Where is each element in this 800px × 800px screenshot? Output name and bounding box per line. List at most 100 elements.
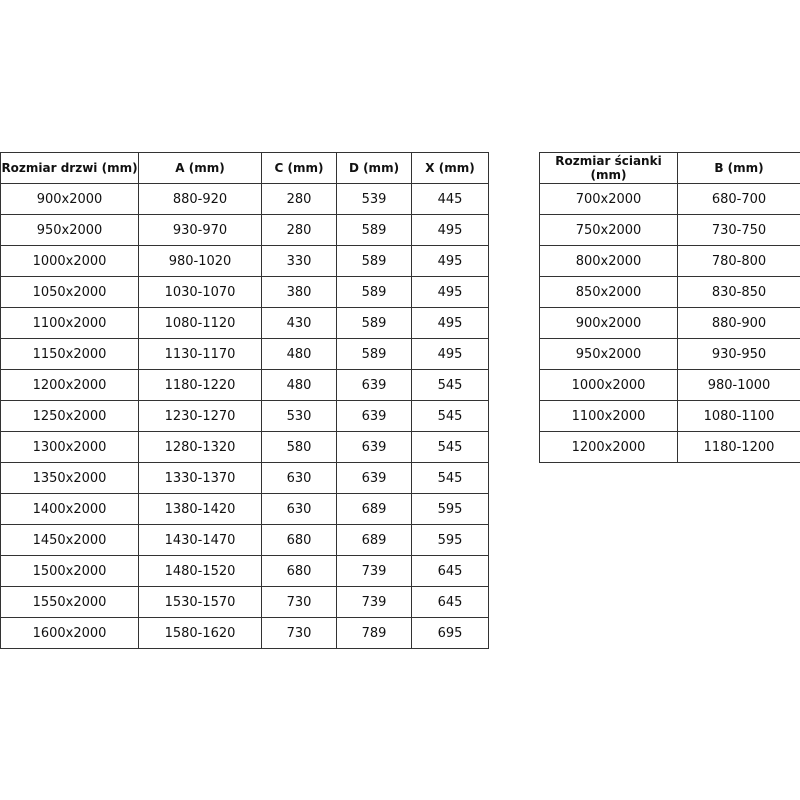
table-cell: 639 bbox=[336, 400, 412, 432]
table-cell: 1100x2000 bbox=[539, 400, 678, 432]
table-cell: 480 bbox=[261, 338, 337, 370]
table-cell: 545 bbox=[411, 431, 489, 463]
table-cell: 830-850 bbox=[677, 276, 800, 308]
table-cell: 589 bbox=[336, 307, 412, 339]
column-header: B (mm) bbox=[677, 152, 800, 184]
table-cell: 950x2000 bbox=[539, 338, 678, 370]
column-header: C (mm) bbox=[261, 152, 337, 184]
table-cell: 1550x2000 bbox=[0, 586, 139, 618]
table-row: 1500x2000 1480-1520 680 739 645 bbox=[0, 555, 489, 587]
table-cell: 495 bbox=[411, 338, 489, 370]
table-row: 850x2000 830-850 bbox=[539, 276, 800, 308]
table-cell: 1480-1520 bbox=[138, 555, 262, 587]
table-cell: 695 bbox=[411, 617, 489, 649]
table-cell: 750x2000 bbox=[539, 214, 678, 246]
table-cell: 1450x2000 bbox=[0, 524, 139, 556]
table-cell: 639 bbox=[336, 431, 412, 463]
table-cell: 1350x2000 bbox=[0, 462, 139, 494]
table-row: 1350x2000 1330-1370 630 639 545 bbox=[0, 462, 489, 494]
table-cell: 1100x2000 bbox=[0, 307, 139, 339]
table-cell: 1500x2000 bbox=[0, 555, 139, 587]
table-cell: 1280-1320 bbox=[138, 431, 262, 463]
table-row: 1000x2000 980-1020 330 589 495 bbox=[0, 245, 489, 277]
table-cell: 850x2000 bbox=[539, 276, 678, 308]
table-cell: 280 bbox=[261, 214, 337, 246]
table-cell: 1530-1570 bbox=[138, 586, 262, 618]
table-cell: 630 bbox=[261, 462, 337, 494]
table-cell: 1600x2000 bbox=[0, 617, 139, 649]
table-cell: 900x2000 bbox=[0, 183, 139, 215]
table-row: 900x2000 880-900 bbox=[539, 307, 800, 339]
column-header: Rozmiar ścianki (mm) bbox=[539, 152, 678, 184]
table-cell: 1400x2000 bbox=[0, 493, 139, 525]
table-cell: 950x2000 bbox=[0, 214, 139, 246]
table-cell: 495 bbox=[411, 276, 489, 308]
table-cell: 789 bbox=[336, 617, 412, 649]
table-cell: 880-900 bbox=[677, 307, 800, 339]
table-cell: 639 bbox=[336, 369, 412, 401]
table-cell: 280 bbox=[261, 183, 337, 215]
table-cell: 680 bbox=[261, 524, 337, 556]
table-cell: 730 bbox=[261, 617, 337, 649]
table-cell: 545 bbox=[411, 462, 489, 494]
table-row: 950x2000 930-970 280 589 495 bbox=[0, 214, 489, 246]
table-row: 1450x2000 1430-1470 680 689 595 bbox=[0, 524, 489, 556]
table-row: 1100x2000 1080-1120 430 589 495 bbox=[0, 307, 489, 339]
table-cell: 800x2000 bbox=[539, 245, 678, 277]
table-cell: 689 bbox=[336, 493, 412, 525]
table-cell: 595 bbox=[411, 493, 489, 525]
table-row: 800x2000 780-800 bbox=[539, 245, 800, 277]
table-cell: 495 bbox=[411, 307, 489, 339]
table-cell: 930-950 bbox=[677, 338, 800, 370]
table-row: 1000x2000 980-1000 bbox=[539, 369, 800, 401]
table-cell: 980-1000 bbox=[677, 369, 800, 401]
table-cell: 330 bbox=[261, 245, 337, 277]
table-cell: 780-800 bbox=[677, 245, 800, 277]
table-row: 1600x2000 1580-1620 730 789 695 bbox=[0, 617, 489, 649]
table-cell: 980-1020 bbox=[138, 245, 262, 277]
table-cell: 700x2000 bbox=[539, 183, 678, 215]
table-cell: 545 bbox=[411, 400, 489, 432]
table-cell: 900x2000 bbox=[539, 307, 678, 339]
table-cell: 1080-1120 bbox=[138, 307, 262, 339]
table-cell: 730 bbox=[261, 586, 337, 618]
table-cell: 680-700 bbox=[677, 183, 800, 215]
table-cell: 639 bbox=[336, 462, 412, 494]
table-cell: 495 bbox=[411, 245, 489, 277]
table-cell: 1380-1420 bbox=[138, 493, 262, 525]
table-row: 1200x2000 1180-1200 bbox=[539, 431, 800, 463]
table-row: 750x2000 730-750 bbox=[539, 214, 800, 246]
table-cell: 1180-1200 bbox=[677, 431, 800, 463]
table-cell: 1300x2000 bbox=[0, 431, 139, 463]
table-cell: 589 bbox=[336, 214, 412, 246]
table-cell: 1150x2000 bbox=[0, 338, 139, 370]
column-header: Rozmiar drzwi (mm) bbox=[0, 152, 139, 184]
table-cell: 1580-1620 bbox=[138, 617, 262, 649]
table-cell: 1200x2000 bbox=[539, 431, 678, 463]
table-row: 1050x2000 1030-1070 380 589 495 bbox=[0, 276, 489, 308]
table-cell: 1000x2000 bbox=[539, 369, 678, 401]
column-header: X (mm) bbox=[411, 152, 489, 184]
table-row: 1200x2000 1180-1220 480 639 545 bbox=[0, 369, 489, 401]
table-cell: 580 bbox=[261, 431, 337, 463]
table-cell: 645 bbox=[411, 555, 489, 587]
table-cell: 495 bbox=[411, 214, 489, 246]
table-cell: 380 bbox=[261, 276, 337, 308]
table-cell: 1000x2000 bbox=[0, 245, 139, 277]
table-cell: 589 bbox=[336, 276, 412, 308]
table-cell: 530 bbox=[261, 400, 337, 432]
table-cell: 730-750 bbox=[677, 214, 800, 246]
table-cell: 445 bbox=[411, 183, 489, 215]
table-cell: 880-920 bbox=[138, 183, 262, 215]
header-row: Rozmiar ścianki (mm) B (mm) bbox=[539, 152, 800, 184]
table-cell: 595 bbox=[411, 524, 489, 556]
door-size-table: Rozmiar drzwi (mm) A (mm) C (mm) D (mm) X (m… bbox=[0, 152, 489, 649]
table-row: 1150x2000 1130-1170 480 589 495 bbox=[0, 338, 489, 370]
table-cell: 1330-1370 bbox=[138, 462, 262, 494]
column-header: D (mm) bbox=[336, 152, 412, 184]
table-cell: 589 bbox=[336, 338, 412, 370]
table-cell: 1180-1220 bbox=[138, 369, 262, 401]
table-row: 950x2000 930-950 bbox=[539, 338, 800, 370]
table-cell: 545 bbox=[411, 369, 489, 401]
table-cell: 1230-1270 bbox=[138, 400, 262, 432]
